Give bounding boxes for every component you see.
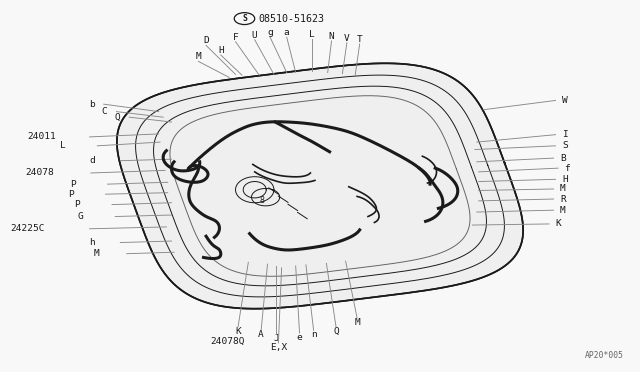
Text: P: P [68, 190, 74, 199]
Text: 24225C: 24225C [10, 224, 45, 233]
Text: B: B [560, 154, 566, 163]
Text: d: d [89, 156, 95, 165]
Text: H: H [218, 46, 223, 55]
Text: H: H [562, 175, 568, 184]
Text: M: M [355, 318, 360, 327]
Text: 8: 8 [260, 196, 265, 205]
Text: 24078: 24078 [26, 169, 54, 177]
Text: S: S [562, 141, 568, 150]
Text: e: e [297, 333, 302, 342]
Text: G: G [77, 212, 83, 221]
Text: M: M [560, 206, 566, 215]
Text: R: R [560, 195, 566, 203]
Text: g: g [268, 28, 273, 37]
Text: M: M [93, 249, 99, 258]
Text: I: I [562, 130, 568, 139]
Text: D: D [204, 36, 209, 45]
Text: L: L [60, 141, 65, 150]
Text: S: S [242, 15, 247, 23]
Polygon shape [117, 63, 523, 309]
Text: b: b [89, 100, 95, 109]
Text: P: P [74, 200, 80, 209]
Text: L: L [310, 30, 315, 39]
Text: F: F [233, 33, 238, 42]
Text: f: f [564, 164, 570, 173]
Text: A: A [259, 330, 264, 339]
Text: E,X: E,X [270, 343, 287, 352]
Text: N: N [329, 32, 334, 41]
Text: T: T [357, 35, 362, 44]
Text: M: M [560, 185, 566, 193]
Text: K: K [236, 327, 241, 336]
Text: a: a [284, 28, 289, 37]
Text: h: h [89, 238, 95, 247]
Text: U: U [252, 31, 257, 40]
Text: M: M [196, 52, 201, 61]
Text: 24011: 24011 [28, 132, 56, 141]
Text: AP20*005: AP20*005 [585, 351, 624, 360]
Text: W: W [562, 96, 568, 105]
Text: n: n [311, 330, 316, 339]
Text: K: K [556, 219, 561, 228]
Text: 24078Q: 24078Q [210, 337, 244, 346]
Text: C: C [102, 107, 108, 116]
Text: J: J [274, 334, 279, 343]
Text: 08510-51623: 08510-51623 [259, 14, 324, 23]
Text: V: V [344, 34, 349, 43]
Text: Q: Q [115, 113, 120, 122]
Text: Q: Q [333, 327, 339, 336]
Text: P: P [70, 180, 76, 189]
